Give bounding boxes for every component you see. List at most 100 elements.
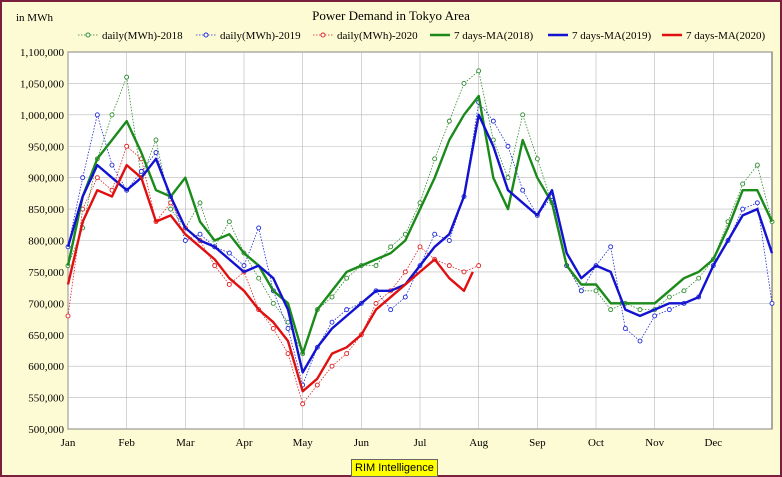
legend-label: 7 days-MA(2019) (572, 30, 651, 42)
data-point (402, 269, 408, 275)
data-point (124, 74, 130, 80)
legend-label: 7 days-MA(2020) (686, 30, 765, 42)
x-tick-label: Feb (118, 437, 135, 449)
credit-badge: RIM Intelligence (351, 459, 438, 477)
data-point (681, 288, 687, 294)
data-point (109, 112, 115, 118)
data-point (769, 300, 775, 306)
data-point (476, 263, 482, 269)
y-tick-label: 600,000 (28, 361, 64, 373)
data-point (578, 288, 584, 294)
legend-marker (203, 32, 209, 38)
x-tick-label: Jan (61, 437, 76, 449)
legend-label: 7 days-MA(2018) (454, 30, 533, 42)
x-tick-label: Jun (354, 437, 370, 449)
data-point (696, 275, 702, 281)
y-tick-label: 550,000 (28, 393, 64, 405)
legend-marker (320, 32, 326, 38)
data-point (593, 288, 599, 294)
data-point (241, 263, 247, 269)
series-line-5 (66, 163, 474, 393)
y-tick-label: 700,000 (28, 298, 64, 310)
data-point (270, 326, 276, 331)
data-point (94, 175, 100, 181)
y-tick-label: 800,000 (28, 236, 64, 248)
data-point (432, 231, 438, 237)
data-point (754, 200, 760, 206)
x-tick-label: Aug (469, 437, 488, 449)
data-point (740, 181, 746, 187)
y-tick-label: 900,000 (28, 173, 64, 185)
data-point (344, 351, 350, 357)
legend-marker (85, 32, 91, 38)
data-point (270, 300, 276, 306)
data-point (300, 401, 306, 407)
data-point (461, 80, 467, 86)
data-point (197, 200, 203, 206)
data-point (446, 238, 452, 243)
data-point (388, 244, 394, 250)
data-point (622, 326, 628, 331)
data-point (417, 244, 423, 250)
y-tick-label: 850,000 (28, 204, 64, 216)
y-tick-label: 1,100,000 (20, 47, 65, 59)
data-point (138, 168, 144, 174)
x-tick-label: May (293, 437, 314, 449)
data-point (153, 150, 159, 155)
series-line-4 (66, 113, 774, 374)
data-point (329, 319, 335, 325)
data-point (505, 143, 511, 149)
legend-label: daily(MWh)-2020 (337, 30, 418, 42)
x-tick-label: Sep (529, 437, 546, 449)
data-point (637, 338, 643, 344)
x-tick-label: Jul (414, 437, 427, 449)
series-line-3 (66, 94, 774, 355)
data-point (94, 112, 100, 118)
legend-label: daily(MWh)-2019 (220, 30, 301, 42)
x-tick-label: Mar (176, 437, 195, 449)
x-tick-label: Nov (645, 437, 664, 449)
data-point (109, 162, 115, 168)
y-tick-label: 1,050,000 (20, 78, 65, 90)
data-point (490, 118, 496, 124)
data-point (226, 282, 232, 287)
data-point (285, 326, 291, 331)
data-point (124, 143, 130, 149)
data-point (329, 363, 335, 369)
data-point (285, 351, 291, 357)
data-point (212, 263, 218, 269)
x-tick-label: Oct (588, 437, 604, 449)
data-point (226, 219, 232, 225)
data-point (373, 300, 379, 306)
x-tick-label: Apr (235, 437, 252, 449)
data-point (476, 68, 482, 74)
data-point (666, 307, 672, 313)
data-point (740, 206, 746, 212)
data-point (652, 313, 658, 319)
data-point (373, 263, 379, 269)
chart-title: Power Demand in Tokyo Area (312, 8, 470, 23)
data-point (344, 275, 350, 281)
data-point (446, 118, 452, 124)
data-point (754, 162, 760, 168)
data-point (608, 244, 614, 250)
data-point (608, 307, 614, 313)
data-point (432, 156, 438, 162)
data-point (197, 231, 203, 237)
data-point (182, 238, 188, 243)
y-tick-label: 750,000 (28, 267, 64, 279)
y-tick-label: 650,000 (28, 330, 64, 342)
data-point (505, 175, 511, 181)
data-point (520, 187, 526, 193)
data-point (534, 156, 540, 162)
legend-label: daily(MWh)-2018 (102, 30, 183, 42)
data-point (256, 225, 262, 231)
data-point (80, 175, 86, 181)
y-tick-label: 500,000 (28, 424, 64, 436)
x-tick-label: Dec (704, 437, 722, 449)
y-axis-unit-label: in MWh (16, 12, 53, 24)
data-point (256, 275, 262, 281)
data-point (461, 269, 467, 275)
